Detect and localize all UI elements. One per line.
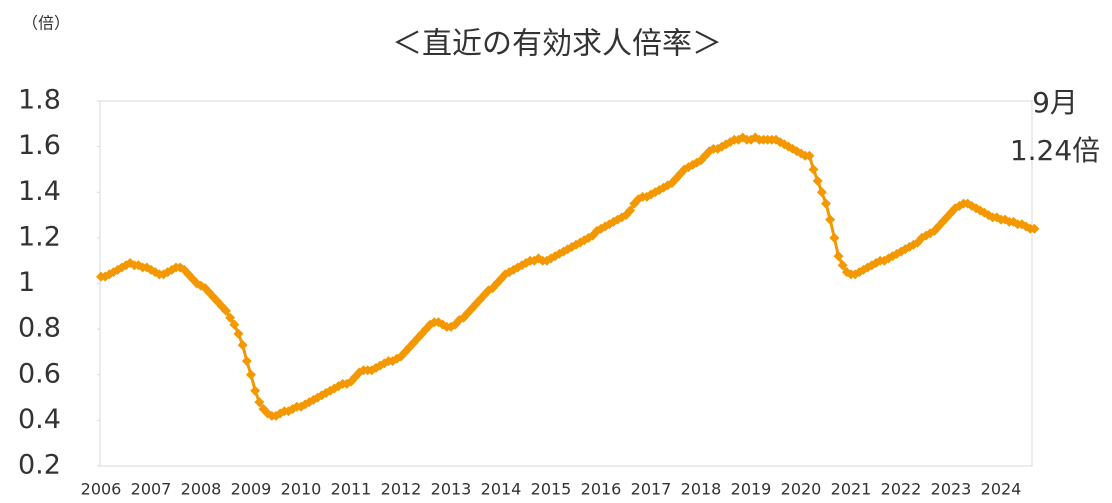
data-point bbox=[825, 214, 836, 225]
x-tick-label: 2012 bbox=[381, 480, 422, 499]
x-tick-label: 2009 bbox=[231, 480, 272, 499]
x-tick-label: 2020 bbox=[781, 480, 822, 499]
series-line bbox=[101, 135, 1035, 418]
annotation: 9月 bbox=[1032, 86, 1078, 119]
chart-title: ＜直近の有効求人倍率＞ bbox=[392, 27, 722, 62]
data-point bbox=[229, 319, 240, 330]
x-tick-label: 2013 bbox=[431, 480, 472, 499]
data-point bbox=[833, 251, 844, 262]
data-point bbox=[225, 312, 236, 323]
y-tick-label: 1.6 bbox=[18, 130, 61, 161]
data-point bbox=[821, 198, 831, 209]
y-tick-label: 1.4 bbox=[18, 176, 61, 207]
x-tick-label: 2018 bbox=[681, 480, 722, 499]
data-point bbox=[816, 187, 827, 198]
plot-frame bbox=[99, 100, 1033, 467]
x-tick-label: 2023 bbox=[931, 480, 972, 499]
data-point bbox=[1016, 219, 1027, 230]
data-point bbox=[837, 260, 848, 271]
data-point bbox=[808, 164, 819, 175]
y-tick-label: 0.4 bbox=[18, 404, 61, 435]
data-point bbox=[254, 397, 265, 408]
y-tick-label: 0.6 bbox=[18, 358, 61, 389]
y-tick-label: 0.2 bbox=[18, 450, 61, 481]
y-tick-label: 1.8 bbox=[18, 85, 61, 116]
x-tick-label: 2016 bbox=[581, 480, 622, 499]
x-tick-label: 2022 bbox=[881, 480, 922, 499]
data-point bbox=[804, 150, 815, 161]
unit-label: （倍） bbox=[22, 14, 70, 33]
x-tick-label: 2024 bbox=[981, 480, 1022, 499]
x-tick-label: 2015 bbox=[531, 480, 572, 499]
data-point bbox=[812, 175, 823, 186]
data-point bbox=[221, 305, 231, 316]
y-tick-label: 1 bbox=[18, 267, 35, 298]
x-tick-label: 2007 bbox=[131, 480, 172, 499]
data-point bbox=[241, 356, 252, 367]
x-tick-label: 2021 bbox=[831, 480, 872, 499]
x-tick-label: 2006 bbox=[81, 480, 122, 499]
x-tick-label: 2008 bbox=[181, 480, 222, 499]
x-tick-label: 2014 bbox=[481, 480, 522, 499]
x-tick-label: 2010 bbox=[281, 480, 322, 499]
annotation: 1.24倍 bbox=[1010, 134, 1100, 167]
data-point bbox=[1029, 223, 1040, 234]
data-point bbox=[233, 328, 244, 339]
x-tick-label: 2019 bbox=[731, 480, 772, 499]
y-tick-label: 1.2 bbox=[18, 221, 61, 252]
data-point bbox=[625, 205, 636, 216]
data-point bbox=[250, 385, 261, 396]
data-point bbox=[237, 340, 248, 351]
data-point bbox=[829, 232, 840, 243]
data-point bbox=[246, 369, 256, 380]
y-tick-label: 0.8 bbox=[18, 313, 61, 344]
x-tick-label: 2017 bbox=[631, 480, 672, 499]
x-tick-label: 2011 bbox=[331, 480, 372, 499]
